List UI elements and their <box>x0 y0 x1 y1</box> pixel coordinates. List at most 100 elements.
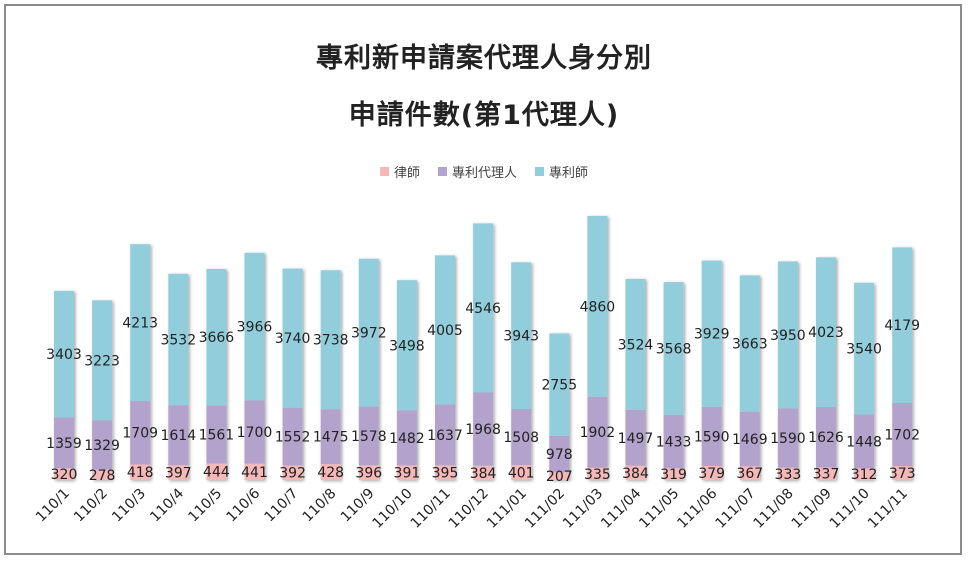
bar-segment <box>549 333 570 436</box>
bar-segment <box>244 463 265 480</box>
bar-stack <box>206 269 227 480</box>
x-tick-label: 111/10 <box>827 486 873 532</box>
data-label: 337 <box>813 467 840 483</box>
bar-stack <box>816 257 836 480</box>
bar-segment <box>511 262 532 409</box>
data-label: 335 <box>584 467 611 483</box>
data-label: 3568 <box>656 342 692 358</box>
data-label: 207 <box>546 469 573 485</box>
bar-stack <box>854 282 875 480</box>
data-label: 1637 <box>427 428 463 444</box>
bar-segment <box>435 404 455 466</box>
x-tick-label: 110/12 <box>446 486 492 532</box>
bar-stack <box>625 278 646 480</box>
bar-segment <box>54 468 74 480</box>
bar-segment <box>854 468 875 480</box>
data-label: 1552 <box>275 430 311 446</box>
data-label: 4546 <box>465 301 501 317</box>
data-label: 3738 <box>313 333 349 349</box>
legend-item-patent-attorney: 專利師 <box>535 162 588 181</box>
bar-segment <box>473 223 494 393</box>
data-label: 4213 <box>122 316 158 332</box>
bar-segment <box>396 465 417 480</box>
bar-segment <box>130 244 151 401</box>
data-label: 3966 <box>237 320 273 336</box>
bar-segment <box>358 406 379 466</box>
bar-stack <box>244 252 265 480</box>
data-label: 392 <box>279 466 306 482</box>
bar-stack <box>739 275 760 480</box>
bar-segment <box>358 465 379 480</box>
bar-segment <box>663 414 684 469</box>
bar-segment <box>435 465 455 480</box>
bar-segment <box>168 465 189 480</box>
data-label: 379 <box>698 466 725 482</box>
data-label: 1469 <box>732 432 768 448</box>
x-tick-label: 110/5 <box>185 486 225 526</box>
x-tick-label: 110/4 <box>147 485 187 525</box>
data-label: 3972 <box>351 326 387 342</box>
bar-segment <box>92 420 113 470</box>
data-label: 978 <box>546 447 573 463</box>
x-tick-label: 111/08 <box>751 486 797 532</box>
data-label: 391 <box>394 466 421 482</box>
bar-segment <box>739 275 760 412</box>
data-label: 4023 <box>808 325 844 341</box>
bar-segment <box>663 282 684 415</box>
data-label: 312 <box>851 467 878 483</box>
x-tick-label: 110/11 <box>408 486 454 532</box>
bar-stack <box>320 270 341 480</box>
bar-segment <box>777 261 798 409</box>
data-label: 395 <box>432 466 459 482</box>
data-label: 1700 <box>237 425 273 441</box>
bar-segment <box>892 247 913 403</box>
bar-stack <box>282 268 303 480</box>
bar-stack <box>130 244 151 480</box>
data-label: 3403 <box>46 347 82 363</box>
data-label: 397 <box>165 466 192 482</box>
x-tick-label: 111/03 <box>560 486 606 532</box>
data-label: 1590 <box>694 429 730 445</box>
bar-segment <box>473 392 494 466</box>
bar-segment <box>777 467 798 480</box>
bar-segment <box>511 465 532 480</box>
data-label: 3540 <box>846 342 882 358</box>
x-tick-label: 111/02 <box>522 486 568 532</box>
bar-segment <box>587 216 608 397</box>
bar-stack <box>54 290 74 480</box>
bar-segment <box>587 396 608 468</box>
x-tick-label: 111/06 <box>674 485 720 531</box>
data-label: 441 <box>241 465 268 481</box>
data-label: 3532 <box>160 333 196 349</box>
bar-stack <box>549 333 570 480</box>
bar-segment <box>244 400 265 464</box>
data-label: 1902 <box>580 425 616 441</box>
data-label: 396 <box>355 466 382 482</box>
data-label: 3498 <box>389 338 425 354</box>
x-tick-label: 111/07 <box>712 486 758 532</box>
bar-segment <box>816 467 836 480</box>
bar-segment <box>396 410 417 466</box>
data-label: 3666 <box>199 330 235 346</box>
legend-swatch-lawyer <box>379 167 389 176</box>
data-label: 1329 <box>84 438 120 454</box>
x-tick-label: 110/6 <box>223 485 263 525</box>
x-tick-label: 110/10 <box>370 486 416 532</box>
data-label: 1475 <box>313 430 349 446</box>
bar-segment <box>854 414 875 469</box>
bar-segment <box>892 402 913 467</box>
bar-segment <box>320 409 341 465</box>
bar-segment <box>206 405 227 464</box>
legend-item-patent-agent: 專利代理人 <box>437 162 517 181</box>
bar-segment <box>816 407 836 468</box>
data-label: 4179 <box>884 318 920 334</box>
data-label: 418 <box>127 465 154 481</box>
data-label: 1359 <box>46 436 82 452</box>
chart-title-line1: 專利新申請案代理人身分別 <box>316 43 652 74</box>
bar-stack <box>777 261 798 480</box>
chart-title-line2: 申請件數(第1代理人) <box>348 100 620 131</box>
data-label: 2755 <box>541 378 577 394</box>
bar-segment <box>168 273 189 406</box>
bar-segment <box>92 469 113 480</box>
